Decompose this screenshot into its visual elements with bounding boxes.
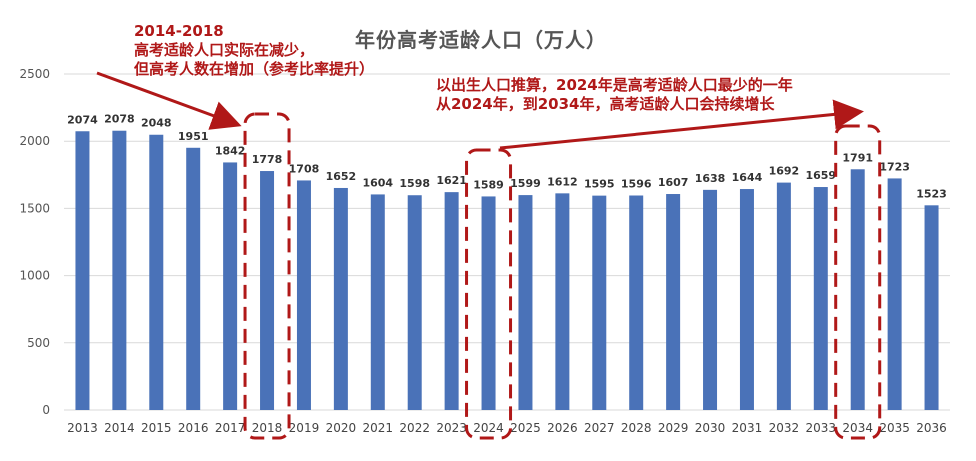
- bar: [776, 182, 791, 410]
- chart-title: 年份高考适龄人口（万人）: [355, 28, 607, 52]
- bar: [75, 131, 90, 410]
- value-label: 1951: [178, 130, 209, 143]
- x-tick-label: 2036: [916, 421, 947, 435]
- y-tick-label: 500: [27, 336, 50, 350]
- x-tick-label: 2035: [879, 421, 910, 435]
- bar: [333, 187, 348, 410]
- bar: [407, 195, 422, 410]
- x-tick-label: 2034: [842, 421, 873, 435]
- value-label: 1638: [695, 172, 726, 185]
- bar: [703, 189, 718, 410]
- value-label: 1604: [362, 176, 393, 189]
- footer-text-cutoff: [20, 448, 960, 461]
- x-tick-label: 2031: [732, 421, 763, 435]
- value-label: 1595: [584, 178, 615, 191]
- annotation-right-line2: 从2024年，到2034年，高考适龄人口会持续增长: [436, 94, 775, 113]
- x-axis: 2013 2014 2015 2016 2017 2018 2019 2020 2021 2022…: [67, 421, 947, 435]
- annotation-left-line2: 但高考人数在增加（参考比率提升）: [134, 59, 375, 78]
- bar: [296, 180, 311, 410]
- bars: [75, 130, 939, 411]
- annotation-right: 以出生人口推算，2024年是高考适龄人口最少的一年 从2024年，到2034年，…: [436, 76, 793, 114]
- value-label: 2074: [67, 113, 98, 126]
- value-label: 1723: [879, 160, 910, 173]
- value-label: 2048: [141, 117, 172, 130]
- grid-lines: [64, 73, 950, 411]
- value-label: 1644: [732, 171, 763, 184]
- annotation-shapes: [96, 71, 882, 440]
- value-label: 1612: [547, 175, 578, 188]
- bar: [223, 162, 238, 410]
- x-tick-label: 2017: [215, 421, 246, 435]
- bar: [887, 178, 902, 410]
- value-label: 1607: [658, 176, 689, 189]
- x-tick-label: 2014: [104, 421, 135, 435]
- x-tick-label: 2023: [436, 421, 467, 435]
- value-label: 1708: [289, 162, 320, 175]
- value-label: 1659: [805, 169, 836, 182]
- value-label: 1778: [252, 153, 283, 166]
- x-tick-label: 2026: [547, 421, 578, 435]
- bar: [592, 195, 607, 410]
- value-labels: 2074 2078 2048 1951 1842 1778 1708 1652 1604 1598…: [67, 113, 947, 201]
- y-tick-label: 1500: [19, 201, 50, 215]
- x-tick-label: 2028: [621, 421, 652, 435]
- x-tick-label: 2021: [363, 421, 394, 435]
- bar: [924, 205, 939, 410]
- x-tick-label: 2029: [658, 421, 689, 435]
- value-label: 1621: [436, 174, 467, 187]
- x-tick-label: 2033: [806, 421, 837, 435]
- x-tick-label: 2032: [769, 421, 800, 435]
- value-label: 1599: [510, 177, 541, 190]
- x-tick-label: 2020: [326, 421, 357, 435]
- value-label: 1652: [326, 170, 357, 183]
- y-tick-label: 2500: [19, 67, 50, 81]
- value-label: 2078: [104, 113, 135, 126]
- bar: [813, 187, 828, 410]
- y-tick-label: 1000: [19, 269, 50, 283]
- arrow-right: [499, 99, 864, 150]
- bar: [444, 192, 459, 410]
- x-tick-label: 2018: [252, 421, 283, 435]
- bar: [186, 147, 201, 411]
- annotation-left-title: 2014-2018: [134, 22, 224, 40]
- bar: [739, 189, 754, 410]
- x-tick-label: 2024: [473, 421, 504, 435]
- y-axis: 0 500 1000 1500 2000 2500: [19, 67, 50, 417]
- annotation-right-line1: 以出生人口推算，2024年是高考适龄人口最少的一年: [436, 76, 793, 94]
- x-tick-label: 2016: [178, 421, 209, 435]
- arrow-left: [96, 71, 242, 130]
- value-label: 1692: [769, 165, 800, 178]
- value-label: 1523: [916, 187, 947, 200]
- bar: [481, 196, 496, 410]
- highlight-box: [243, 112, 291, 440]
- x-tick-label: 2019: [289, 421, 320, 435]
- bar: [260, 171, 275, 410]
- bar: [518, 195, 533, 410]
- bar: [850, 169, 865, 410]
- value-label: 1791: [842, 151, 873, 164]
- value-label: 1842: [215, 144, 246, 157]
- x-tick-label: 2027: [584, 421, 615, 435]
- value-label: 1598: [399, 177, 430, 190]
- x-tick-label: 2022: [399, 421, 430, 435]
- bar: [149, 134, 164, 411]
- value-label: 1596: [621, 177, 652, 190]
- highlight-box: [465, 148, 513, 440]
- bar: [112, 130, 127, 410]
- y-tick-label: 0: [42, 403, 50, 417]
- x-tick-label: 2013: [67, 421, 98, 435]
- x-tick-label: 2015: [141, 421, 172, 435]
- bar: [666, 194, 681, 410]
- bar: [555, 193, 570, 410]
- x-tick-label: 2030: [695, 421, 726, 435]
- value-label: 1589: [473, 178, 504, 191]
- bar: [370, 194, 385, 410]
- annotation-left-line1: 高考适龄人口实际在减少，: [134, 40, 315, 59]
- y-tick-label: 2000: [19, 134, 50, 148]
- x-tick-label: 2025: [510, 421, 541, 435]
- bar: [629, 195, 644, 410]
- annotation-left: 2014-2018 高考适龄人口实际在减少， 但高考人数在增加（参考比率提升）: [134, 22, 374, 78]
